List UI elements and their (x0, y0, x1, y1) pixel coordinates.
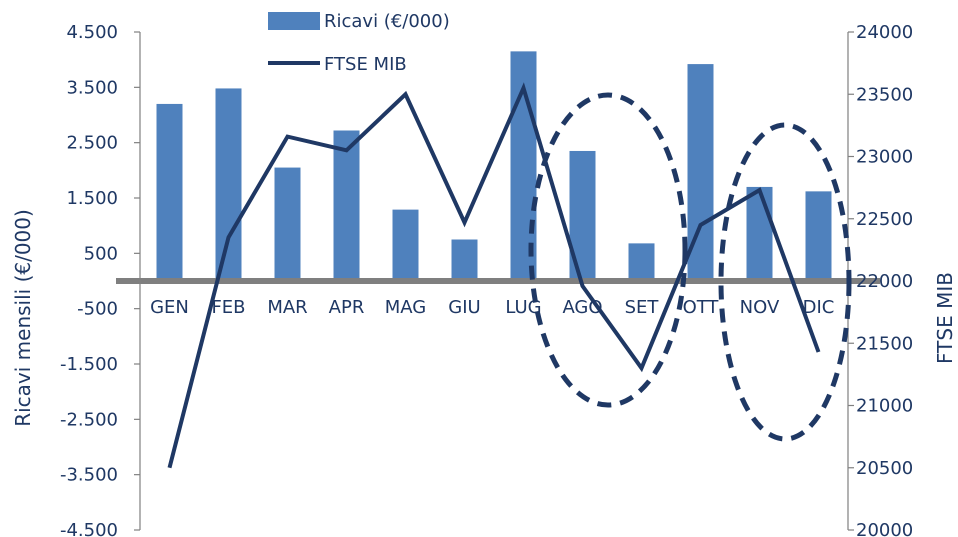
highlight-ellipses (528, 92, 852, 442)
category-labels: GEN FEB MAR APR MAG GIU LUG AGO SET OTT NOV DIC (150, 297, 834, 318)
highlight-ellipse-1 (528, 92, 688, 408)
bar-nov (746, 186, 773, 281)
right-tick-label: 22000 (856, 271, 913, 292)
left-tick-label: 3.500 (66, 77, 118, 98)
category-label: NOV (740, 297, 780, 318)
left-tick-label: -1.500 (60, 354, 118, 375)
category-label: GEN (150, 297, 189, 318)
bar-mar (274, 167, 301, 281)
left-tick-label: 1.500 (66, 188, 118, 209)
left-tick-label: -3.500 (60, 465, 118, 486)
left-tick-label: 4.500 (66, 22, 118, 43)
category-label: DIC (803, 297, 835, 318)
right-tick-label: 21500 (856, 333, 913, 354)
bar-set (628, 243, 655, 281)
right-tick-label: 23500 (856, 84, 913, 105)
right-tick-label: 23000 (856, 147, 913, 168)
bar-giu (451, 239, 478, 281)
right-tick-label: 22500 (856, 209, 913, 230)
category-label: OTT (683, 297, 720, 318)
category-label: FEB (211, 297, 245, 318)
legend-line-label: FTSE MIB (324, 54, 407, 75)
category-label: APR (329, 297, 365, 318)
bar-dic (805, 191, 832, 281)
right-tick-label: 24000 (856, 22, 913, 43)
ftse-mib-line (167, 82, 821, 469)
bar-gen (156, 103, 183, 281)
right-axis-title: FTSE MIB (933, 272, 957, 364)
category-label: LUG (505, 297, 541, 318)
bar-feb (215, 88, 242, 281)
left-tick-label: -4.500 (60, 520, 118, 537)
legend: Ricavi (€/000) FTSE MIB (268, 11, 450, 75)
highlight-ellipse-2 (718, 122, 852, 442)
bar-apr (333, 130, 360, 281)
category-label: MAG (385, 297, 426, 318)
right-tick-label: 21000 (856, 396, 913, 417)
left-tick-label: -2.500 (60, 409, 118, 430)
left-tick-label: 500 (84, 243, 118, 264)
bars-layer (156, 51, 832, 282)
left-tick-label: -500 (77, 299, 118, 320)
left-tick-label: 2.500 (66, 133, 118, 154)
right-axis: 24000 23500 23000 22500 22000 21500 21000 20500… (847, 22, 913, 537)
right-tick-label: 20000 (856, 520, 913, 537)
left-axis: 4.500 3.500 2.500 1.500 500 -500 -1.500 -2.500 -… (60, 22, 141, 537)
legend-bar-label: Ricavi (€/000) (324, 11, 450, 32)
left-axis-title: Ricavi mensili (€/000) (11, 209, 35, 427)
category-label: MAR (267, 297, 307, 318)
right-tick-label: 20500 (856, 458, 913, 479)
bar-mag (392, 209, 419, 281)
category-label: SET (625, 297, 660, 318)
legend-bar-swatch (268, 12, 320, 30)
category-label: GIU (448, 297, 480, 318)
